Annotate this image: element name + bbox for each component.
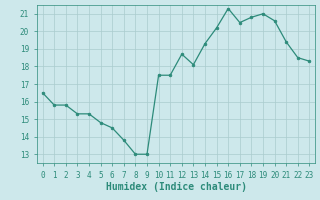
X-axis label: Humidex (Indice chaleur): Humidex (Indice chaleur) <box>106 182 246 192</box>
